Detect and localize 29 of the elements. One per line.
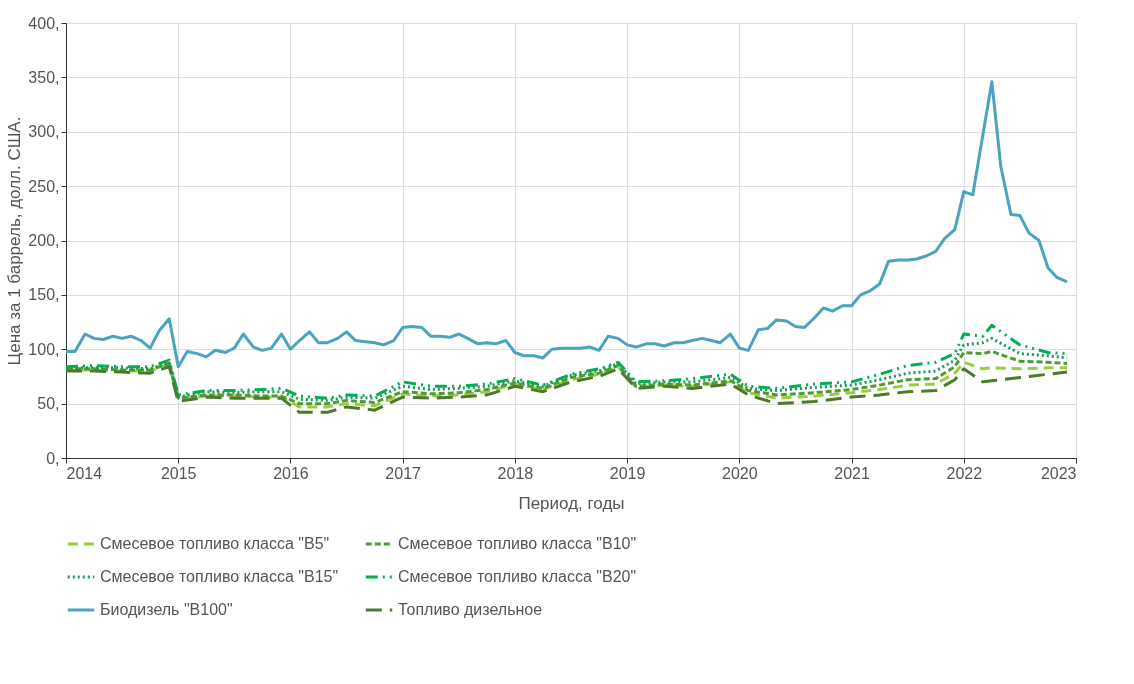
- x-tick-label: 2020: [722, 464, 758, 482]
- y-tick-label: 0,: [46, 449, 60, 467]
- y-tick-label: 200,: [28, 232, 60, 249]
- y-axis-title: Цена за 1 баррель, долл. США.: [5, 116, 25, 366]
- x-tick-label: 2019: [609, 464, 646, 482]
- y-tick-label: 300,: [28, 123, 60, 141]
- line-series: [64, 80, 1069, 369]
- x-tick-label: 2023: [1040, 464, 1077, 482]
- y-tick-label: 100,: [28, 340, 60, 358]
- legend-label: Смесевое топливо класса "B15": [100, 568, 339, 585]
- x-tick-label: 2018: [497, 464, 534, 482]
- legend-label: Смесевое топливо класса "B10": [398, 535, 637, 552]
- legend-label: Смесевое топливо класса "B5": [100, 535, 330, 552]
- y-tick-label: 50,: [37, 395, 60, 413]
- x-tick-label: 2022: [946, 464, 983, 482]
- x-tick-label: 2015: [160, 464, 197, 482]
- x-tick-label: 2021: [834, 464, 870, 482]
- y-tick-label: 400,: [28, 14, 60, 32]
- x-tick-label: 2016: [273, 464, 309, 482]
- y-tick-label: 150,: [28, 286, 60, 304]
- y-tick-label: 250,: [28, 177, 60, 195]
- x-tick-label: 2014: [66, 464, 103, 482]
- line-series: [64, 349, 1069, 406]
- x-axis-title: Период, годы: [518, 493, 625, 513]
- legend-label: Смесевое топливо класса "B20": [398, 568, 637, 585]
- legend-label: Биодизель "B100": [100, 601, 233, 618]
- x-tick-label: 2017: [385, 464, 422, 482]
- legend-label: Топливо дизельное: [398, 601, 543, 618]
- y-tick-label: 350,: [28, 68, 60, 86]
